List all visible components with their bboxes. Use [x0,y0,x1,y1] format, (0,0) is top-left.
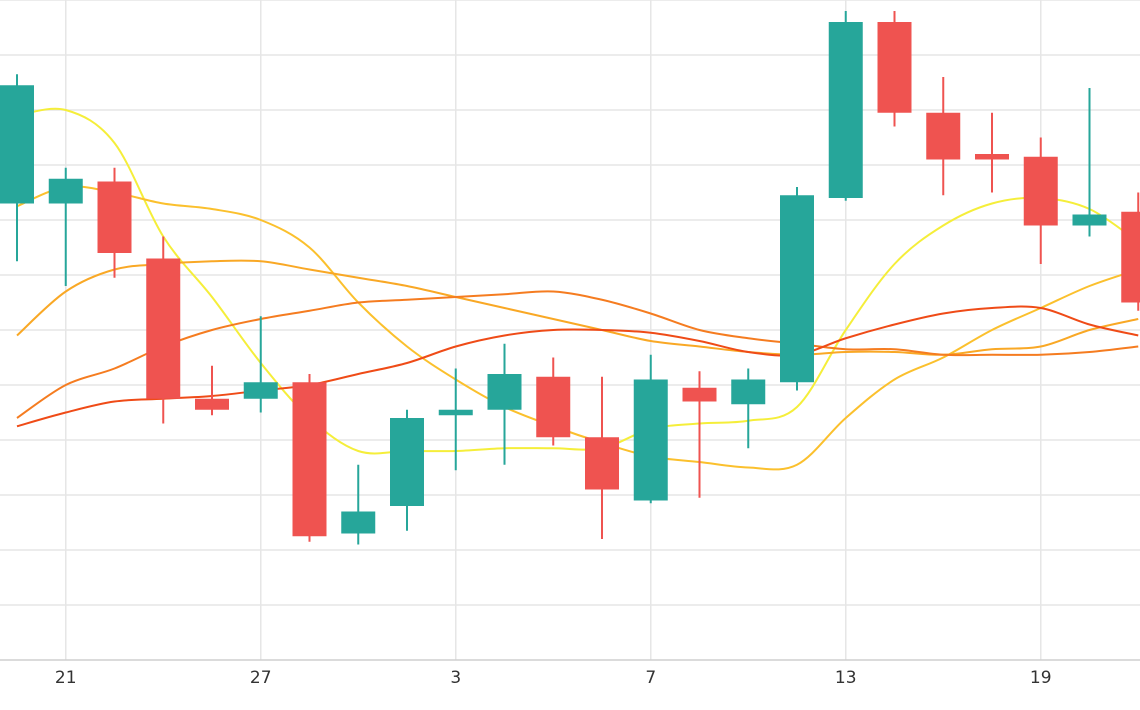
candle-body [975,154,1009,160]
candle-body [0,85,34,204]
candle-body [487,374,522,410]
candle-body [341,511,376,534]
candle-body [390,418,424,506]
candle [682,371,717,498]
candle [97,167,132,278]
candle [731,368,766,449]
moving-average-line-4 [16,290,1139,419]
moving-average-lines [16,107,1139,471]
candle-body [97,181,132,253]
candle-body [438,409,473,416]
candle-body [780,195,814,383]
moving-average-line-1 [16,107,1139,455]
candle [926,77,961,196]
x-tick-label: 3 [450,668,461,688]
candle-body [146,258,181,399]
candle-body [1072,214,1107,226]
candle [1023,137,1058,264]
candle [390,409,424,531]
candles [0,11,1140,545]
x-tick-label: 27 [250,668,272,688]
candle [48,167,83,286]
x-tick-label: 21 [55,668,77,688]
candle-body [243,382,278,399]
candle [487,343,522,465]
candle [633,354,668,504]
candle [1121,192,1140,311]
candle-body [731,379,766,405]
candle [146,236,181,424]
candle-body [585,437,619,490]
candle [975,112,1009,193]
x-tick-label: 13 [835,668,857,688]
candle [195,365,229,416]
candle [292,374,327,542]
candle [828,11,863,201]
candle [243,316,278,413]
x-tick-label: 7 [645,668,656,688]
moving-average-line-2 [16,185,1139,471]
candle [585,376,619,539]
candle-body [633,379,668,501]
candle-body [1023,156,1058,226]
candle [1072,88,1107,237]
candle [780,187,814,391]
candle-body [536,376,571,438]
candle [536,357,571,446]
candle-body [48,178,83,204]
candle-body [292,382,327,537]
candle-body [195,398,229,410]
candle [877,11,912,127]
candle-body [682,387,717,402]
candle [0,74,34,262]
candle [438,368,473,471]
candle-body [877,22,912,113]
candle-body [926,112,961,160]
candle-body [1121,211,1140,303]
moving-average-line-5 [16,305,1139,428]
x-tick-label: 19 [1030,668,1052,688]
x-axis: 21 27 3 7 13 19 [0,659,1140,688]
candle-body [828,22,863,198]
candle [341,464,376,545]
